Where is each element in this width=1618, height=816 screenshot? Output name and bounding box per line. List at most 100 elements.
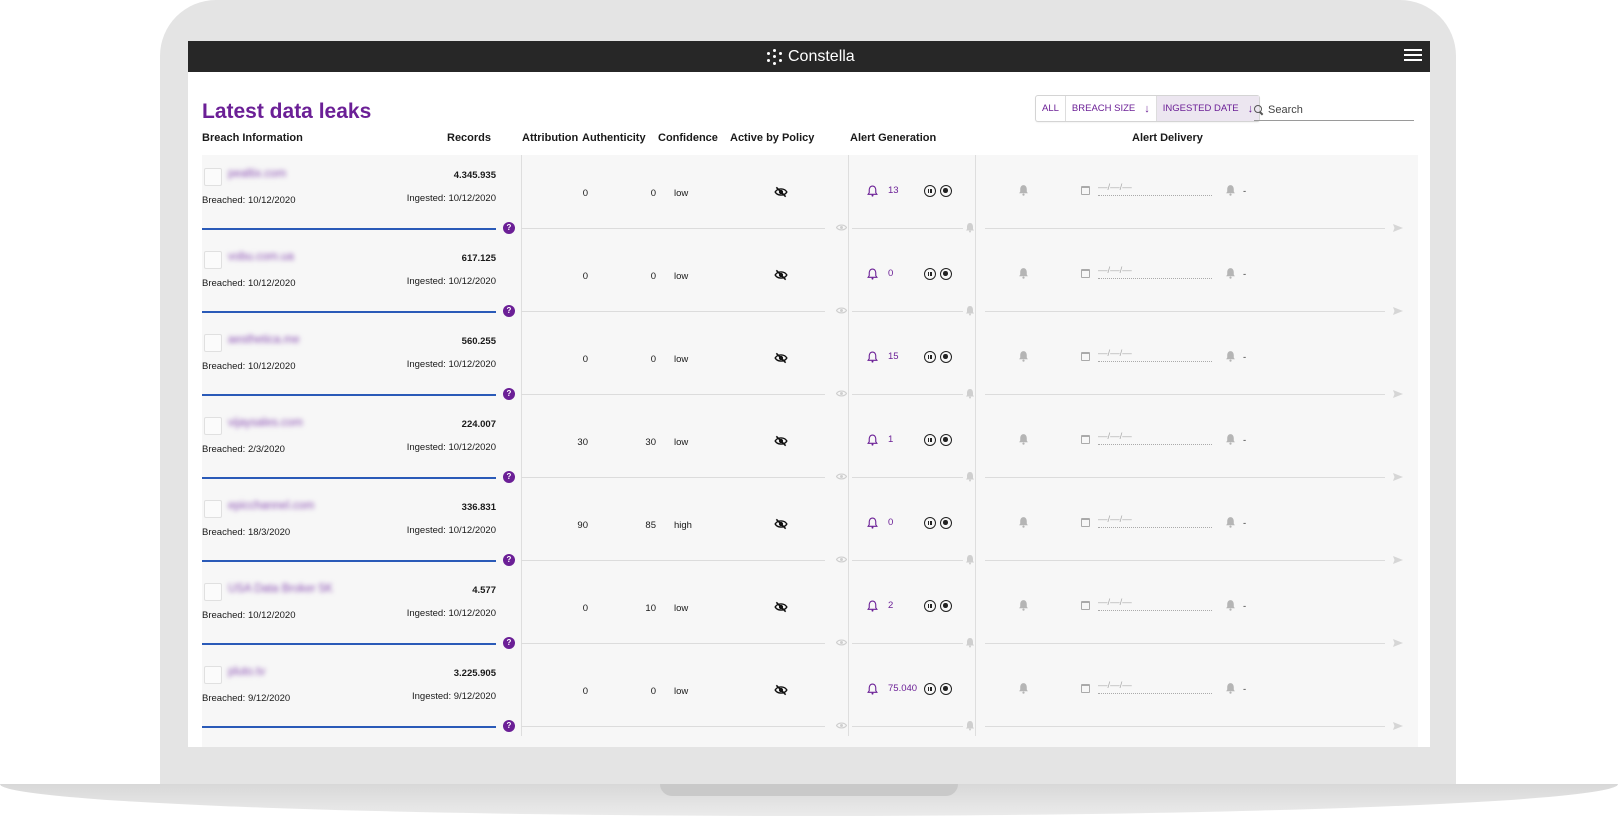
eye-off-icon[interactable] (774, 518, 788, 530)
ingested-date: Ingested: 10/12/2020 (406, 276, 496, 287)
row-checkbox[interactable] (204, 666, 222, 684)
delivery-bell-icon[interactable] (1018, 433, 1029, 445)
record-icon[interactable] (940, 351, 952, 363)
alert-bell-icon[interactable] (867, 268, 878, 280)
record-icon[interactable] (940, 517, 952, 529)
column-divider (848, 321, 849, 404)
source-badge-icon[interactable]: ? (503, 388, 515, 400)
breach-domain-link[interactable]: USA Data Broker 5K (228, 583, 333, 595)
alert-bell-icon[interactable] (867, 600, 878, 612)
delivery-bell-icon[interactable] (1225, 599, 1236, 611)
delivery-bell-icon[interactable] (1225, 184, 1236, 196)
pause-icon[interactable] (924, 268, 936, 280)
delivery-bell-icon[interactable] (1225, 682, 1236, 694)
delivery-date-field[interactable]: —/—/— (1098, 595, 1212, 611)
calendar-icon (1081, 684, 1090, 693)
records-count: 3.225.905 (453, 668, 496, 679)
delivery-date-field[interactable]: —/—/— (1098, 346, 1212, 362)
eye-off-icon[interactable] (774, 435, 788, 447)
row-checkbox[interactable] (204, 251, 222, 269)
column-divider (521, 653, 522, 736)
delivery-bell-icon[interactable] (1018, 267, 1029, 279)
col-alert-generation: Alert Generation (850, 132, 937, 144)
source-badge-icon[interactable]: ? (503, 720, 515, 732)
breached-date: Breached: 18/3/2020 (202, 527, 291, 538)
send-icon[interactable] (1392, 306, 1404, 316)
pause-icon[interactable] (924, 434, 936, 446)
breach-domain-link[interactable]: pluto.tv (228, 666, 266, 678)
delivery-date-field[interactable]: —/—/— (1098, 678, 1212, 694)
pause-icon[interactable] (924, 683, 936, 695)
breach-domain-link[interactable]: epicchannel.com (228, 500, 315, 512)
delivery-date-field[interactable]: —/—/— (1098, 180, 1212, 196)
alert-bell-icon[interactable] (867, 351, 878, 363)
breach-domain-link[interactable]: aesthetica.me (228, 334, 300, 346)
delivery-bell-icon[interactable] (1225, 433, 1236, 445)
brand[interactable]: Constella (767, 45, 855, 68)
record-icon[interactable] (940, 268, 952, 280)
delivery-date-field[interactable]: —/—/— (1098, 263, 1212, 279)
pause-icon[interactable] (924, 351, 936, 363)
delivery-status: - (1243, 435, 1247, 446)
source-badge-icon[interactable]: ? (503, 471, 515, 483)
record-icon[interactable] (940, 600, 952, 612)
delivery-bell-icon[interactable] (1018, 682, 1029, 694)
eye-off-icon[interactable] (774, 601, 788, 613)
eye-off-icon[interactable] (774, 684, 788, 696)
delivery-bell-icon[interactable] (1225, 516, 1236, 528)
sort-breach-size-button[interactable]: BREACH SIZE ↓ (1066, 96, 1157, 121)
column-divider (848, 155, 849, 238)
source-badge-icon[interactable]: ? (503, 637, 515, 649)
delivery-bell-icon[interactable] (1225, 350, 1236, 362)
row-checkbox[interactable] (204, 500, 222, 518)
eye-off-icon[interactable] (774, 352, 788, 364)
delivery-date-field[interactable]: —/—/— (1098, 512, 1212, 528)
alert-bell-icon[interactable] (867, 517, 878, 529)
pause-icon[interactable] (924, 600, 936, 612)
row-checkbox[interactable] (204, 334, 222, 352)
delivery-bell-icon[interactable] (1018, 516, 1029, 528)
send-icon[interactable] (1392, 638, 1404, 648)
hamburger-menu-icon[interactable] (1404, 47, 1422, 65)
breach-domain-link[interactable]: vobu.com.ua (228, 251, 294, 263)
pause-icon[interactable] (924, 517, 936, 529)
row-checkbox[interactable] (204, 168, 222, 186)
calendar-icon (1081, 601, 1090, 610)
alert-bell-icon[interactable] (867, 185, 878, 197)
send-icon[interactable] (1392, 389, 1404, 399)
record-icon[interactable] (940, 185, 952, 197)
send-icon[interactable] (1392, 555, 1404, 565)
delivery-bell-icon[interactable] (1018, 184, 1029, 196)
eye-off-icon[interactable] (774, 269, 788, 281)
pause-icon[interactable] (924, 185, 936, 197)
send-icon[interactable] (1392, 721, 1404, 731)
timeline-line (852, 394, 963, 395)
confidence-value: low (674, 686, 689, 697)
column-divider (521, 487, 522, 570)
eye-icon (836, 390, 847, 397)
table-row: pealtix.com Breached: 10/12/2020 4.345.9… (202, 155, 1418, 238)
breach-domain-link[interactable]: vijaysales.com (228, 417, 303, 429)
record-icon[interactable] (940, 434, 952, 446)
sort-ingested-date-button[interactable]: INGESTED DATE ↓ (1156, 96, 1260, 121)
sort-all-button[interactable]: ALL (1036, 96, 1066, 121)
send-icon[interactable] (1392, 223, 1404, 233)
delivery-bell-icon[interactable] (1018, 350, 1029, 362)
record-icon[interactable] (940, 683, 952, 695)
send-icon[interactable] (1392, 472, 1404, 482)
breach-domain-link[interactable]: pealtix.com (228, 168, 287, 180)
search-input[interactable] (1268, 103, 1408, 116)
source-badge-icon[interactable]: ? (503, 222, 515, 234)
alert-bell-icon[interactable] (867, 683, 878, 695)
source-badge-icon[interactable]: ? (503, 554, 515, 566)
column-divider (521, 570, 522, 653)
eye-off-icon[interactable] (774, 186, 788, 198)
row-checkbox[interactable] (204, 583, 222, 601)
attribution-value: 0 (582, 686, 588, 697)
delivery-bell-icon[interactable] (1018, 599, 1029, 611)
delivery-date-field[interactable]: —/—/— (1098, 429, 1212, 445)
source-badge-icon[interactable]: ? (503, 305, 515, 317)
row-checkbox[interactable] (204, 417, 222, 435)
delivery-bell-icon[interactable] (1225, 267, 1236, 279)
alert-bell-icon[interactable] (867, 434, 878, 446)
